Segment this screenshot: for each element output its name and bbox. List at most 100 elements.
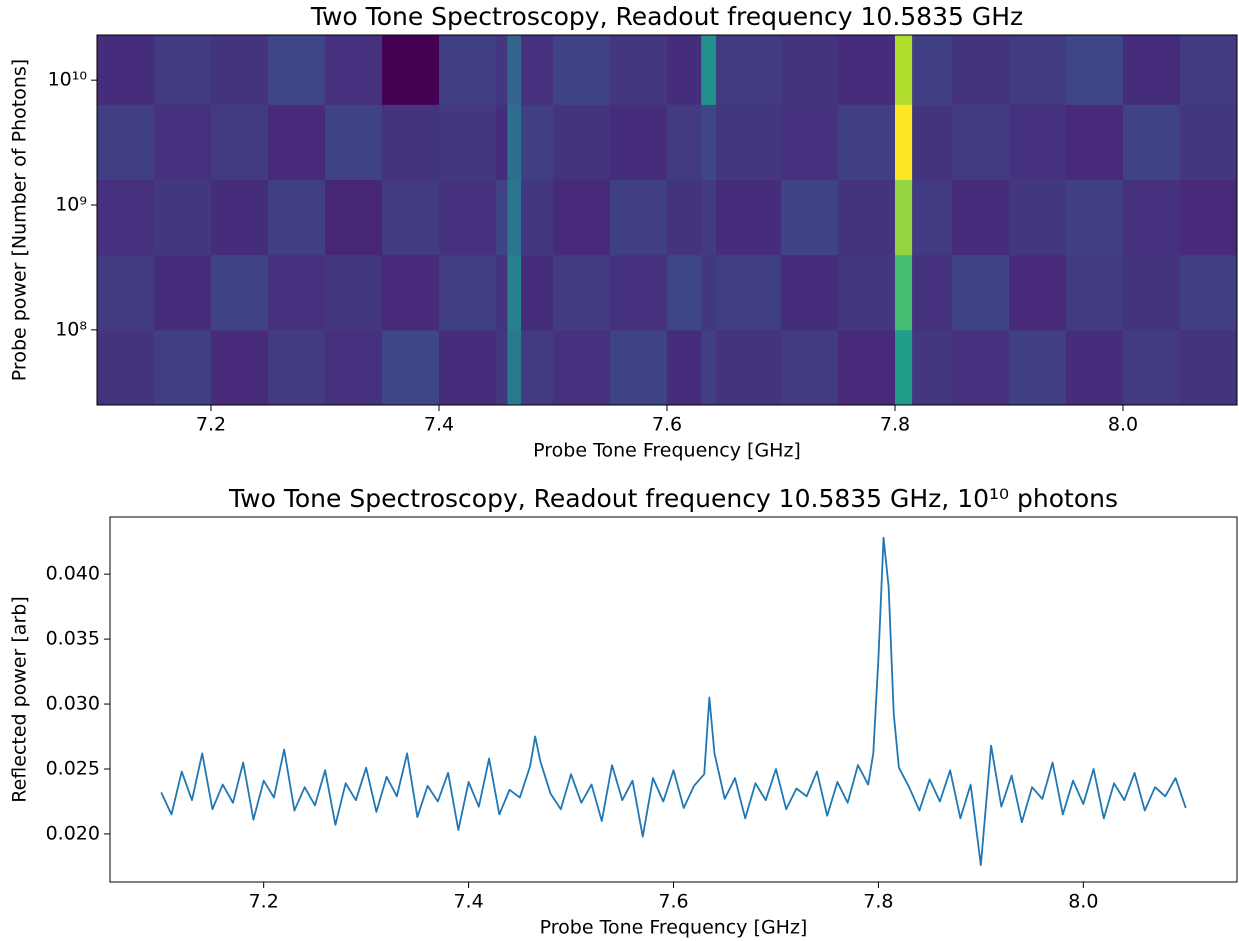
heat-cell	[895, 254, 913, 331]
heat-cell	[1123, 329, 1181, 406]
heat-cell	[912, 179, 953, 256]
x-tick-label: 7.4	[453, 891, 483, 913]
x-tick-label: 8.0	[1068, 891, 1098, 913]
heat-cell	[701, 35, 717, 105]
data-line	[160, 536, 1187, 867]
heat-cell	[912, 104, 953, 181]
heat-cell	[325, 35, 383, 105]
heat-cell	[952, 179, 1010, 256]
y-axis-label: Reflected power [arb]	[9, 596, 31, 803]
heat-cell	[895, 179, 913, 256]
heat-cell	[521, 254, 554, 331]
heat-cell	[211, 104, 269, 181]
heat-cell	[1009, 179, 1067, 256]
y-tick-label: 0.030	[46, 693, 100, 715]
heat-cell	[1066, 104, 1124, 181]
heat-cell	[553, 329, 611, 406]
heat-cell	[553, 254, 611, 331]
heat-cell	[439, 329, 497, 406]
heat-cell	[1066, 179, 1124, 256]
heat-cell	[268, 35, 326, 105]
y-tick-label: 0.035	[46, 628, 100, 650]
heat-cell	[838, 329, 896, 406]
heat-cell	[521, 329, 554, 406]
heat-cell	[1180, 329, 1238, 406]
x-tick-label: 7.2	[196, 414, 226, 436]
heat-cell	[507, 254, 522, 331]
heat-cell	[507, 179, 522, 256]
y-tick-label: 0.025	[46, 757, 100, 779]
x-tick-label: 7.6	[658, 891, 688, 913]
heat-cell	[97, 329, 155, 406]
x-axis-label: Probe Tone Frequency [GHz]	[540, 917, 808, 939]
heat-cell	[952, 329, 1010, 406]
heat-cell	[1180, 254, 1238, 331]
heat-cell	[912, 254, 953, 331]
heat-cell	[382, 254, 440, 331]
heat-cell	[667, 329, 702, 406]
heat-cell	[507, 35, 522, 105]
heat-cell	[1009, 329, 1067, 406]
x-axis-label: Probe Tone Frequency [GHz]	[533, 440, 801, 462]
heat-cell	[496, 35, 508, 105]
heat-cell	[1123, 254, 1181, 331]
heat-cell	[610, 104, 668, 181]
heat-cell	[1180, 35, 1238, 105]
heat-cell	[667, 179, 702, 256]
heat-cell	[154, 104, 212, 181]
heat-cell	[496, 254, 508, 331]
heat-cell	[610, 179, 668, 256]
heat-cell	[496, 329, 508, 406]
y-tick-label: 10⁸	[55, 318, 87, 340]
heat-cell	[154, 329, 212, 406]
y-axis-label: Probe power [Number of Photons]	[9, 59, 31, 381]
heat-cell	[325, 254, 383, 331]
heat-cell	[211, 179, 269, 256]
heat-cell	[667, 35, 702, 105]
heat-cell	[382, 329, 440, 406]
heat-cell	[1123, 179, 1181, 256]
heat-cell	[268, 329, 326, 406]
heat-cell	[781, 329, 839, 406]
heat-cell	[1180, 179, 1238, 256]
heat-cell	[97, 35, 155, 105]
heat-cell	[154, 179, 212, 256]
heat-cell	[838, 179, 896, 256]
heat-cell	[716, 179, 782, 256]
heat-cell	[1009, 104, 1067, 181]
heat-cell	[838, 104, 896, 181]
heat-cell	[154, 254, 212, 331]
heat-cell	[553, 35, 611, 105]
heat-cell	[667, 104, 702, 181]
heat-cell	[211, 254, 269, 331]
heat-cell	[1066, 254, 1124, 331]
y-tick-label: 0.040	[46, 563, 100, 585]
heat-cell	[521, 104, 554, 181]
heat-cell	[716, 104, 782, 181]
heat-cell	[521, 35, 554, 105]
heat-cell	[838, 254, 896, 331]
heat-cell	[496, 179, 508, 256]
heat-cell	[211, 329, 269, 406]
heat-cell	[439, 104, 497, 181]
y-tick-label: 10⁹	[55, 193, 87, 215]
heat-cell	[1009, 254, 1067, 331]
heat-cell	[1180, 104, 1238, 181]
heat-cell	[895, 329, 913, 406]
heat-cell	[268, 179, 326, 256]
heat-cell	[952, 35, 1010, 105]
heat-cell	[553, 104, 611, 181]
heat-cell	[667, 254, 702, 331]
heat-cell	[912, 35, 953, 105]
heat-cell	[716, 329, 782, 406]
heat-cell	[1066, 329, 1124, 406]
x-tick-label: 7.2	[249, 891, 279, 913]
y-tick-label: 0.020	[46, 822, 100, 844]
x-tick-label: 7.6	[652, 414, 682, 436]
heat-cell	[895, 104, 913, 181]
heat-cell	[97, 104, 155, 181]
heat-cell	[701, 329, 717, 406]
heat-cell	[154, 35, 212, 105]
heat-cell	[211, 35, 269, 105]
